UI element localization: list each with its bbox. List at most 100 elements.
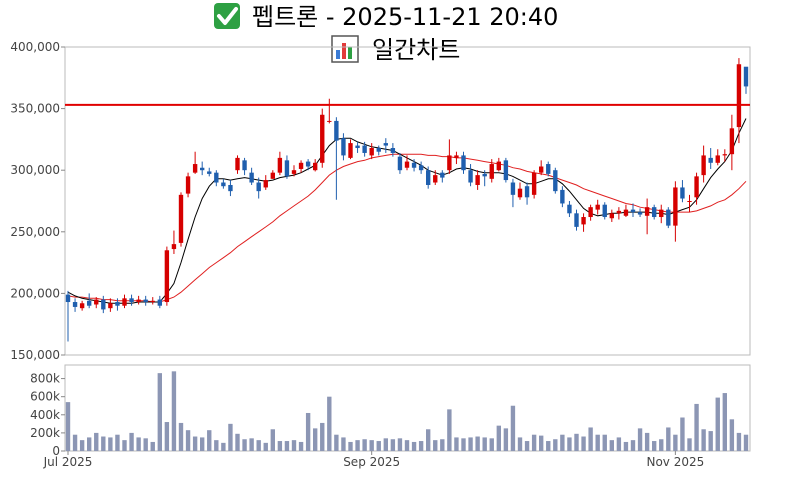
candle-body xyxy=(158,300,162,306)
candle-body xyxy=(490,164,494,179)
volume-bar xyxy=(490,438,494,451)
volume-bar xyxy=(553,439,557,451)
candle-body xyxy=(694,176,698,197)
volume-axis: 0 200k 400k 600k 800k xyxy=(30,372,65,458)
candle-body xyxy=(320,115,324,163)
volume-bar xyxy=(313,428,317,451)
candle-body xyxy=(377,148,381,152)
volume-bar xyxy=(391,439,395,451)
price-tick-label: 400,000 xyxy=(10,40,60,54)
moving-average-long-line xyxy=(68,154,746,302)
volume-bar xyxy=(652,441,656,451)
candle-body xyxy=(299,163,303,169)
volume-bar xyxy=(299,442,303,451)
volume-bar xyxy=(377,441,381,451)
candle-body xyxy=(186,176,190,193)
candle-body xyxy=(737,64,741,127)
candle-body xyxy=(595,205,599,210)
candle-body xyxy=(214,173,218,183)
candle-body xyxy=(179,195,183,243)
candle-body xyxy=(673,187,677,225)
candle-body xyxy=(454,155,458,157)
volume-bar xyxy=(256,440,260,451)
volume-bar xyxy=(101,437,105,451)
volume-bar xyxy=(412,442,416,451)
volume-tick-label: 800k xyxy=(30,372,60,386)
bar-chart-icon xyxy=(332,36,358,62)
volume-bar xyxy=(744,435,748,451)
volume-bar xyxy=(369,440,373,451)
candle-body xyxy=(73,302,77,307)
volume-bar xyxy=(673,435,677,451)
volume-bar xyxy=(518,437,522,451)
volume-bar xyxy=(362,439,366,451)
volume-bar xyxy=(384,438,388,451)
chart-subtitle: 일간차트 xyxy=(372,36,460,64)
volume-bar xyxy=(200,437,204,451)
volume-tick-label: 400k xyxy=(30,408,60,422)
volume-bar xyxy=(334,435,338,451)
volume-bar xyxy=(292,440,296,451)
candle-body xyxy=(313,163,317,170)
volume-bar xyxy=(546,441,550,451)
volume-bar xyxy=(242,439,246,451)
volume-bar xyxy=(560,435,564,451)
volume-bar xyxy=(87,437,91,451)
volume-bar xyxy=(539,436,543,451)
volume-bar xyxy=(659,439,663,451)
volume-bar xyxy=(532,435,536,451)
price-tick-label: 300,000 xyxy=(10,163,60,177)
candle-body xyxy=(101,300,105,310)
candle-body xyxy=(264,180,268,187)
candle-body xyxy=(207,171,211,173)
volume-bar xyxy=(129,433,133,451)
volume-bar xyxy=(228,424,232,451)
chart-subtitle-group: 일간차트 xyxy=(332,36,460,64)
volume-bar xyxy=(271,429,275,451)
candle-body xyxy=(172,244,176,249)
volume-bar xyxy=(193,437,197,451)
price-axis: 150,000200,000250,000300,000350,000400,0… xyxy=(10,40,65,362)
volume-bar xyxy=(588,427,592,451)
volume-bar xyxy=(617,437,621,451)
candle-body xyxy=(468,170,472,182)
volume-plot-area xyxy=(66,371,748,451)
candle-body xyxy=(327,121,331,122)
candle-body xyxy=(412,163,416,168)
candle-body xyxy=(666,210,670,226)
candle-body xyxy=(560,190,564,204)
volume-bar xyxy=(264,443,268,451)
candle-body xyxy=(440,173,444,178)
volume-tick-label: 200k xyxy=(30,426,60,440)
volume-bar xyxy=(214,440,218,451)
candle-body xyxy=(701,155,705,175)
candle-body xyxy=(433,175,437,182)
candle-body xyxy=(532,173,536,195)
volume-bar xyxy=(645,433,649,451)
candle-body xyxy=(285,160,289,176)
candle-body xyxy=(645,207,649,216)
volume-bar xyxy=(680,418,684,451)
candle-body xyxy=(617,211,621,213)
volume-bar xyxy=(610,440,614,451)
volume-bar xyxy=(440,439,444,451)
volume-bar xyxy=(186,430,190,451)
candle-body xyxy=(87,301,91,306)
candle-body xyxy=(680,187,684,198)
candle-body xyxy=(398,157,402,171)
volume-bar xyxy=(454,437,458,451)
volume-bar xyxy=(355,440,359,451)
candle-body xyxy=(624,210,628,216)
volume-bar xyxy=(207,430,211,451)
volume-bar xyxy=(504,428,508,451)
candle-body xyxy=(249,173,253,183)
volume-bar xyxy=(574,434,578,451)
volume-bar xyxy=(631,440,635,451)
volume-bar xyxy=(151,442,155,451)
volume-bar xyxy=(73,435,77,451)
volume-bar xyxy=(235,434,239,451)
volume-bar xyxy=(158,373,162,451)
candle-body xyxy=(200,168,204,170)
volume-bar xyxy=(511,406,515,451)
